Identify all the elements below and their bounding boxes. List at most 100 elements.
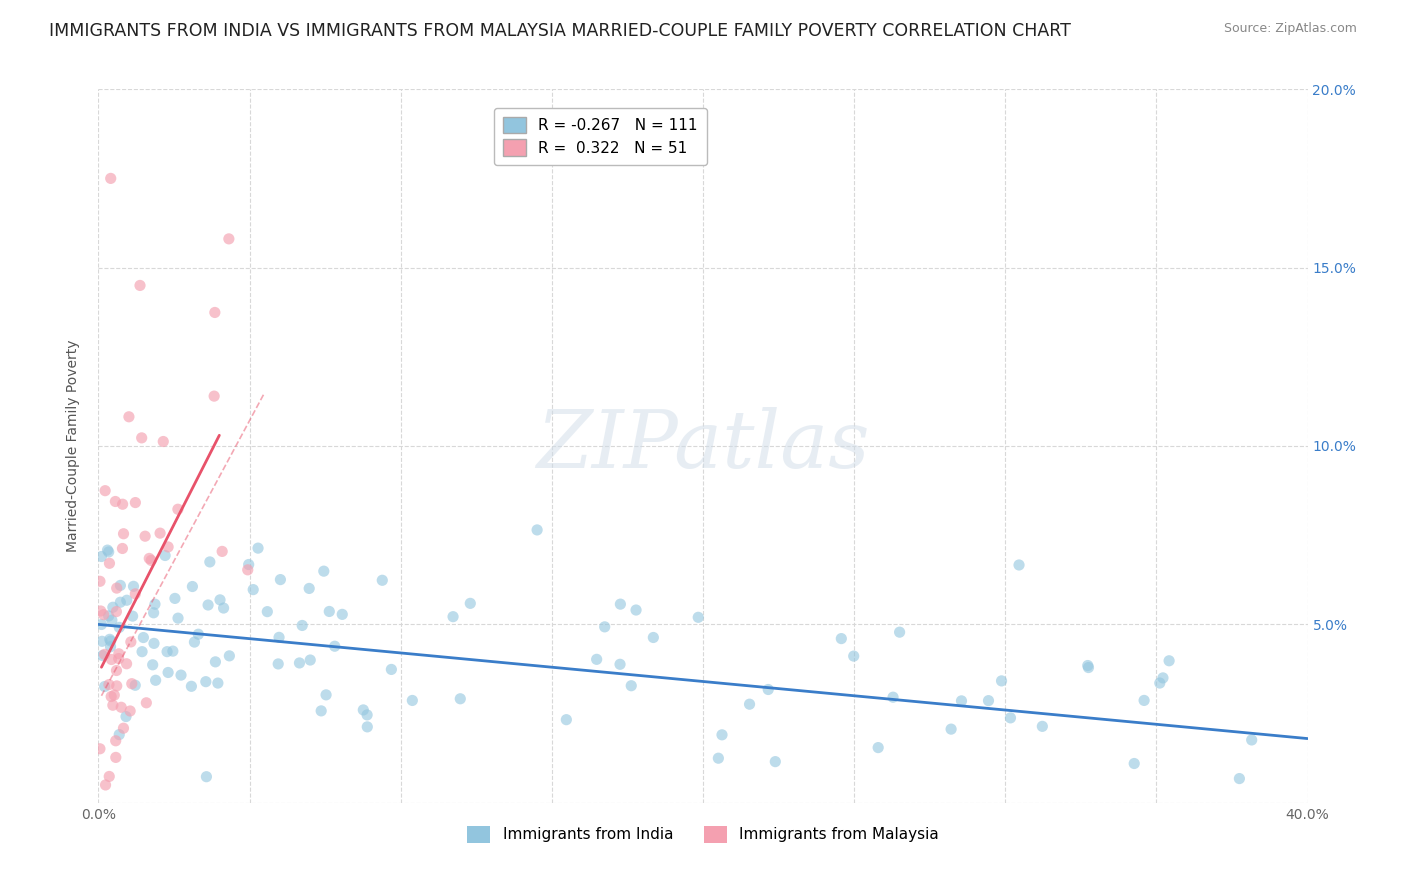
Point	[96, 543, 118, 558]
Point	[449, 691, 471, 706]
Point	[318, 604, 340, 618]
Point	[842, 649, 865, 664]
Y-axis label: Married-Couple Family Poverty: Married-Couple Family Poverty	[66, 340, 80, 552]
Point	[124, 495, 146, 509]
Point	[108, 620, 131, 634]
Point	[108, 647, 131, 661]
Point	[104, 494, 127, 508]
Point	[167, 611, 190, 625]
Point	[763, 755, 786, 769]
Point	[112, 526, 135, 541]
Point	[98, 769, 121, 783]
Point	[1149, 676, 1171, 690]
Point	[162, 644, 184, 658]
Point	[267, 631, 290, 645]
Point	[110, 595, 132, 609]
Point	[90, 604, 112, 618]
Point	[1008, 558, 1031, 572]
Point	[121, 609, 143, 624]
Point	[371, 574, 394, 588]
Point	[142, 657, 165, 672]
Point	[120, 635, 142, 649]
Point	[101, 613, 124, 627]
Point	[143, 597, 166, 611]
Point	[91, 634, 114, 648]
Text: IMMIGRANTS FROM INDIA VS IMMIGRANTS FROM MALAYSIA MARRIED-COUPLE FAMILY POVERTY : IMMIGRANTS FROM INDIA VS IMMIGRANTS FROM…	[49, 22, 1071, 40]
Point	[104, 733, 127, 747]
Point	[208, 592, 231, 607]
Point	[157, 540, 180, 554]
Point	[135, 696, 157, 710]
Point	[120, 704, 142, 718]
Point	[93, 680, 115, 694]
Point	[356, 720, 378, 734]
Point	[131, 645, 153, 659]
Point	[1133, 693, 1156, 707]
Point	[236, 563, 259, 577]
Point	[441, 609, 464, 624]
Point	[288, 656, 311, 670]
Point	[238, 558, 260, 572]
Point	[98, 557, 121, 571]
Point	[738, 697, 761, 711]
Point	[207, 676, 229, 690]
Point	[90, 617, 112, 632]
Point	[889, 625, 911, 640]
Point	[380, 662, 402, 676]
Point	[103, 688, 125, 702]
Point	[118, 409, 141, 424]
Point	[90, 549, 112, 564]
Point	[104, 750, 127, 764]
Point	[247, 541, 270, 556]
Point	[138, 551, 160, 566]
Point	[108, 728, 131, 742]
Point	[89, 741, 111, 756]
Point	[167, 502, 190, 516]
Point	[105, 679, 128, 693]
Point	[204, 655, 226, 669]
Point	[267, 657, 290, 671]
Point	[256, 605, 278, 619]
Point	[756, 682, 779, 697]
Point	[688, 610, 710, 624]
Point	[170, 668, 193, 682]
Point	[97, 609, 120, 624]
Point	[1031, 719, 1053, 733]
Point	[458, 596, 481, 610]
Point	[868, 740, 890, 755]
Point	[97, 678, 120, 692]
Point	[1240, 733, 1263, 747]
Point	[100, 690, 122, 704]
Point	[299, 653, 322, 667]
Point	[401, 693, 423, 707]
Point	[643, 631, 665, 645]
Point	[129, 278, 152, 293]
Point	[110, 578, 132, 592]
Point	[202, 389, 225, 403]
Point	[1123, 756, 1146, 771]
Point	[152, 434, 174, 449]
Point	[145, 673, 167, 688]
Point	[100, 171, 122, 186]
Point	[1159, 654, 1181, 668]
Point	[94, 483, 117, 498]
Point	[156, 645, 179, 659]
Point	[124, 678, 146, 692]
Point	[105, 581, 128, 595]
Point	[269, 573, 291, 587]
Point	[93, 607, 115, 622]
Text: Source: ZipAtlas.com: Source: ZipAtlas.com	[1223, 22, 1357, 36]
Point	[585, 652, 607, 666]
Point	[100, 634, 122, 648]
Point	[180, 679, 202, 693]
Point	[950, 694, 973, 708]
Point	[197, 598, 219, 612]
Point	[107, 651, 129, 665]
Point	[593, 620, 616, 634]
Point	[1152, 671, 1174, 685]
Point	[141, 553, 163, 567]
Point	[132, 631, 155, 645]
Point	[98, 632, 121, 647]
Point	[323, 639, 346, 653]
Point	[100, 640, 122, 654]
